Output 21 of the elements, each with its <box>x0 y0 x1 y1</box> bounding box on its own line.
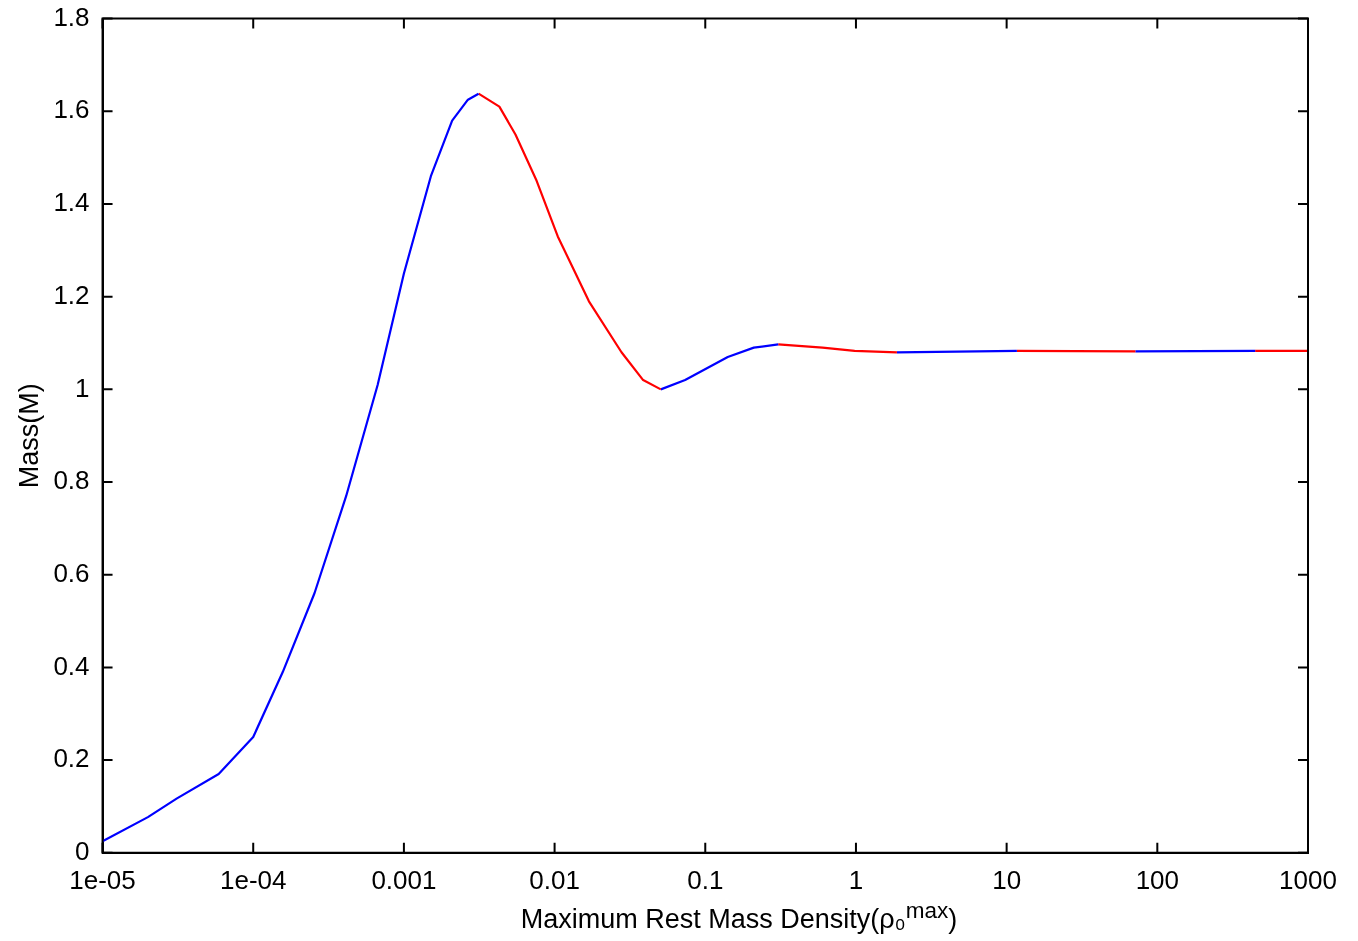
x-tick-label: 1000 <box>1279 864 1337 895</box>
y-tick-label: 0.2 <box>53 743 90 774</box>
x-tick-label: 100 <box>1135 864 1180 895</box>
y-tick-label: 1.2 <box>53 279 90 310</box>
y-tick-label: 1.4 <box>53 187 90 218</box>
y-tick-label: 1.6 <box>53 94 90 125</box>
x-tick-label: 1e-05 <box>69 864 136 895</box>
y-tick-label: 0.6 <box>53 557 90 588</box>
x-axis-title: Maximum Rest Mass Density(ρ₀$^{max}$) <box>519 898 959 935</box>
x-tick-label: 1e-04 <box>219 864 287 895</box>
y-axis-title: Mass(M) <box>13 383 44 489</box>
y-tick-label: 1 <box>75 372 90 403</box>
x-tick-label: 10 <box>992 864 1022 895</box>
x-tick-label: 1 <box>848 864 864 895</box>
x-tick-label: 0.1 <box>687 864 724 895</box>
x-tick-label: 0.001 <box>371 864 437 895</box>
y-tick-label: 0 <box>75 835 90 866</box>
x-tick-label: 0.01 <box>529 864 580 895</box>
y-tick-label: 0.8 <box>53 465 90 496</box>
y-tick-label: 1.8 <box>53 1 90 32</box>
y-tick-label: 0.4 <box>53 650 90 681</box>
